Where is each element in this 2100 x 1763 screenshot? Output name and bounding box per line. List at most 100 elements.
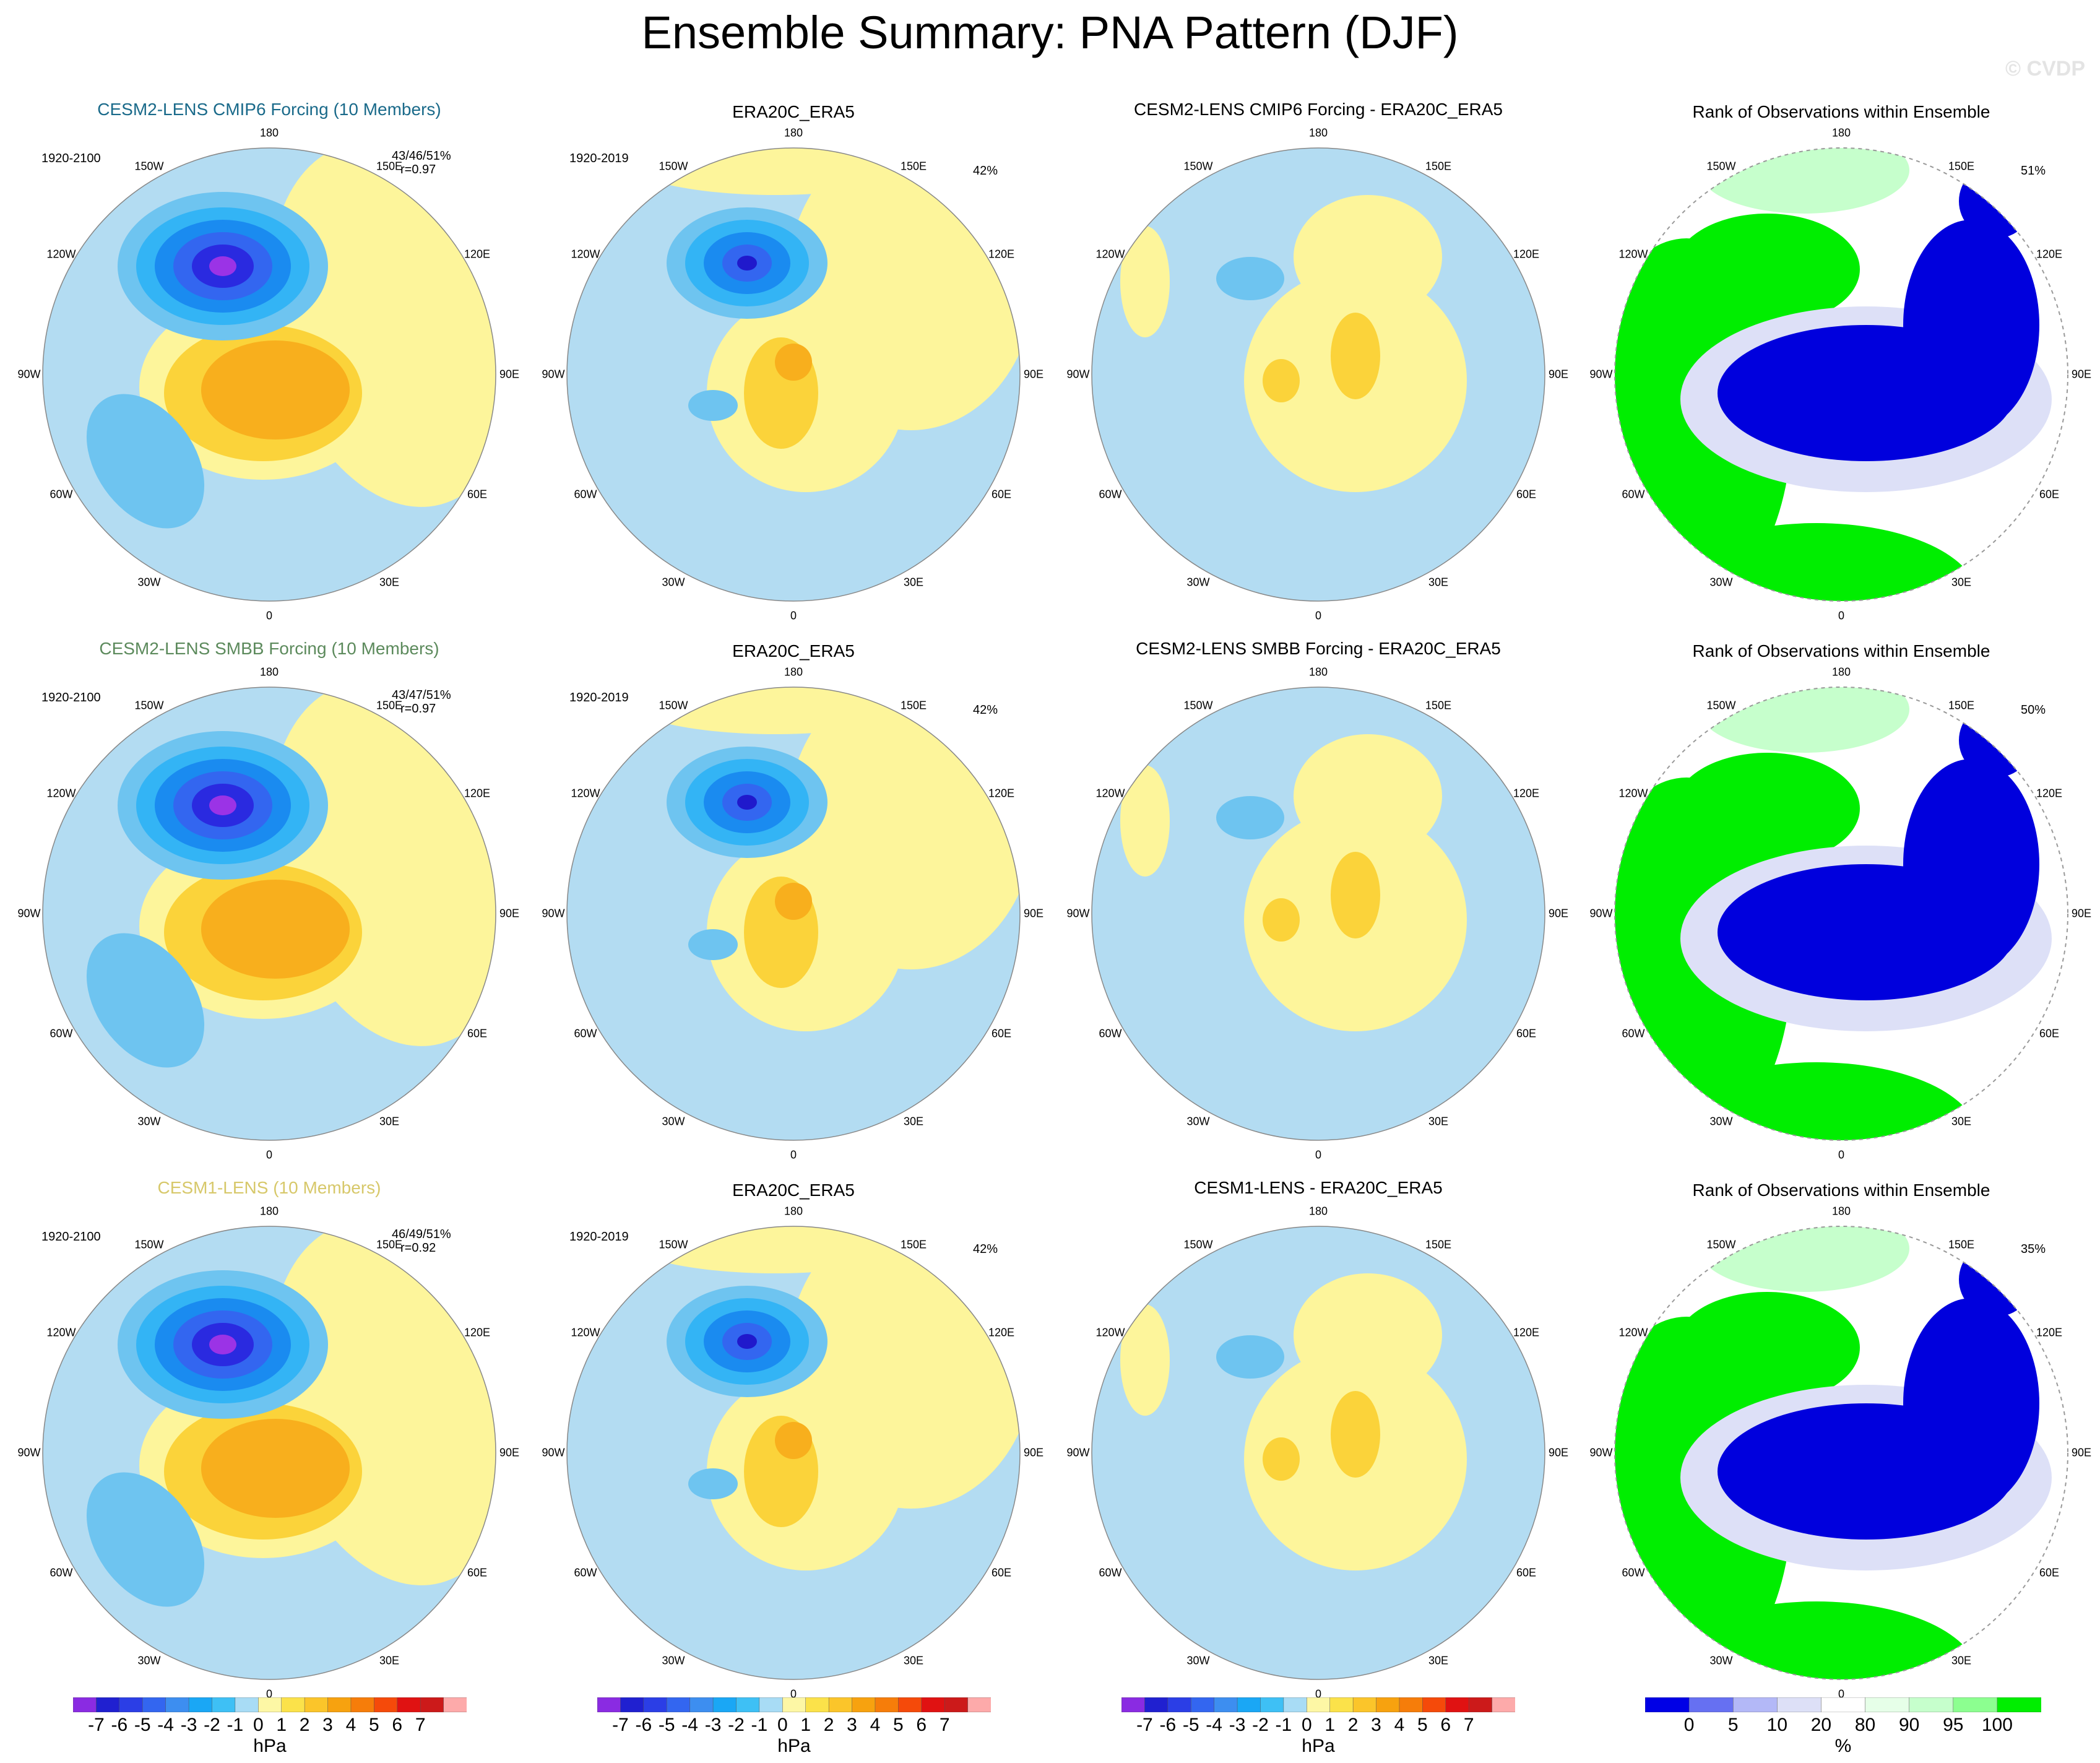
- ensemble-stats: 43/47/51%: [392, 688, 451, 702]
- longitude-label: 90W: [1589, 1446, 1613, 1459]
- colorbar-swatch: [1329, 1697, 1354, 1712]
- map-ens-row3: [42, 1226, 496, 1680]
- longitude-label: 180: [784, 665, 803, 678]
- longitude-label: 30W: [1709, 1654, 1733, 1667]
- longitude-label: 120E: [464, 1326, 491, 1339]
- map-diff-row1: [1091, 147, 1545, 602]
- colorbar-tick-label: 1: [800, 1715, 811, 1735]
- colorbar-tick-label: -6: [635, 1715, 652, 1735]
- rank-blue-region: [1959, 164, 2033, 238]
- colorbar-swatch: [281, 1697, 305, 1712]
- longitude-label: 90W: [1066, 1446, 1090, 1459]
- colorbar-tick-label: 2: [299, 1715, 310, 1735]
- map-rank-row1: [1614, 147, 2068, 602]
- positive-anomaly-region: [1331, 313, 1380, 399]
- colorbar-swatch: [1468, 1697, 1493, 1712]
- longitude-label: 120W: [1095, 1326, 1125, 1339]
- colorbar-tick-label: 6: [392, 1715, 403, 1735]
- positive-anomaly-region: [775, 883, 812, 920]
- colorbar-swatch: [782, 1697, 806, 1712]
- negative-anomaly-region: [209, 1335, 236, 1354]
- colorbar-tick-label: 3: [1371, 1715, 1381, 1735]
- longitude-label: 60W: [1622, 1027, 1645, 1040]
- longitude-label: 150W: [134, 160, 164, 173]
- positive-anomaly-region: [1263, 1437, 1300, 1481]
- longitude-label: 0: [790, 609, 797, 622]
- colorbar-hpa-3: [1121, 1697, 1515, 1712]
- longitude-label: 120E: [2036, 248, 2063, 261]
- ensemble-years: 1920-2100: [41, 691, 101, 704]
- negative-anomaly-region: [86, 1472, 205, 1607]
- colorbar-tick-label: -5: [134, 1715, 151, 1735]
- longitude-label: 120W: [1618, 248, 1648, 261]
- longitude-label: 30W: [662, 1115, 685, 1128]
- observation-panel-title: ERA20C_ERA5: [732, 1180, 855, 1200]
- map-rank-row2: [1614, 687, 2068, 1141]
- colorbar-swatch: [1399, 1697, 1424, 1712]
- longitude-label: 30E: [903, 1654, 924, 1667]
- rank-panel-title: Rank of Observations within Ensemble: [1692, 102, 1990, 121]
- longitude-label: 150W: [1706, 160, 1736, 173]
- longitude-label: 120W: [1618, 787, 1648, 800]
- longitude-label: 30W: [1186, 1654, 1210, 1667]
- longitude-label: 0: [266, 1148, 273, 1161]
- longitude-label: 120E: [2036, 1326, 2063, 1339]
- longitude-label: 60E: [467, 1566, 488, 1579]
- longitude-label: 60E: [1516, 1027, 1537, 1040]
- colorbar-unit: hPa: [777, 1736, 811, 1756]
- longitude-label: 30E: [1951, 576, 1972, 589]
- colorbar-swatch: [712, 1697, 737, 1712]
- observation-panel-title: ERA20C_ERA5: [732, 641, 855, 661]
- map-obs-row2: [566, 687, 1021, 1141]
- longitude-label: 60E: [2039, 1566, 2060, 1579]
- colorbar-tick-label: -2: [728, 1715, 745, 1735]
- longitude-label: 120E: [464, 248, 491, 261]
- negative-anomaly-region: [1216, 796, 1284, 839]
- colorbar-swatch: [967, 1697, 991, 1712]
- longitude-label: 150W: [659, 1238, 688, 1251]
- longitude-label: 120W: [571, 1326, 600, 1339]
- longitude-label: 90W: [1589, 907, 1613, 920]
- longitude-label: 120E: [1513, 248, 1540, 261]
- rank-green-region: [1674, 1292, 1860, 1403]
- longitude-label: 150W: [659, 160, 688, 173]
- longitude-label: 180: [1308, 126, 1328, 139]
- colorbar-swatch: [73, 1697, 97, 1712]
- rank-pct: 51%: [2021, 164, 2046, 178]
- longitude-label: 150W: [1183, 160, 1213, 173]
- colorbar-swatch: [898, 1697, 922, 1712]
- longitude-label: 30E: [1951, 1115, 1972, 1128]
- longitude-label: 180: [259, 126, 279, 139]
- difference-panel-title: CESM1-LENS - ERA20C_ERA5: [1194, 1178, 1443, 1197]
- colorbar-tick-label: 20: [1810, 1715, 1832, 1735]
- observation-pct: 42%: [973, 164, 998, 178]
- longitude-label: 180: [1831, 665, 1851, 678]
- ensemble-panel-title: CESM2-LENS CMIP6 Forcing (10 Members): [97, 100, 441, 119]
- map-ens-row1: [42, 147, 496, 602]
- colorbar-swatch: [1237, 1697, 1261, 1712]
- colorbar-swatch: [165, 1697, 189, 1712]
- positive-anomaly-region: [775, 1422, 812, 1459]
- longitude-label: 60W: [1099, 488, 1122, 501]
- colorbar-swatch: [1283, 1697, 1308, 1712]
- colorbar-tick-label: -2: [204, 1715, 220, 1735]
- longitude-label: 90W: [542, 1446, 565, 1459]
- colorbar-swatch: [142, 1697, 166, 1712]
- colorbar-hpa-2: [597, 1697, 991, 1712]
- longitude-label: 180: [784, 1205, 803, 1218]
- colorbar-tick-label: 5: [893, 1715, 904, 1735]
- longitude-label: 90E: [1548, 1446, 1569, 1459]
- longitude-label: 30E: [1428, 1654, 1449, 1667]
- colorbar-tick-label: -7: [612, 1715, 629, 1735]
- copyright-watermark: © CVDP: [2005, 57, 2085, 80]
- longitude-label: 120E: [464, 787, 491, 800]
- longitude-label: 150W: [134, 699, 164, 712]
- longitude-label: 30W: [1709, 1115, 1733, 1128]
- rank-green-region: [1674, 214, 1860, 325]
- colorbar-swatch: [235, 1697, 259, 1712]
- longitude-label: 120W: [1095, 248, 1125, 261]
- colorbar-swatch: [1492, 1697, 1515, 1712]
- colorbar-tick-label: 7: [415, 1715, 426, 1735]
- rank-blue-region: [1903, 1298, 2039, 1509]
- positive-anomaly-region: [201, 1419, 350, 1518]
